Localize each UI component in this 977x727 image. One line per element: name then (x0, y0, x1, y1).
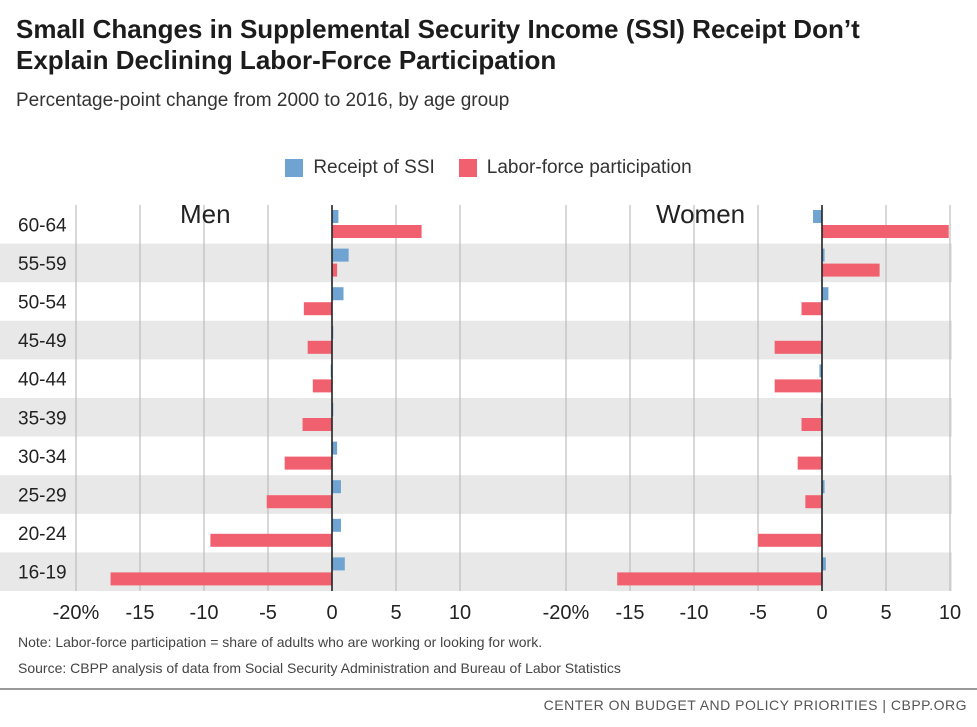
legend-item-lfp: Labor-force participation (458, 157, 692, 179)
bar-ssi (332, 287, 344, 301)
bar-lfp (774, 340, 822, 354)
legend: Receipt of SSI Labor-force participation (0, 155, 977, 181)
x-tick-label: -15 (616, 602, 645, 624)
bar-lfp (307, 340, 332, 354)
bar-lfp (284, 456, 332, 470)
panel-label: Men (180, 199, 231, 229)
x-tick-label: 0 (816, 602, 827, 624)
x-tick-label: -5 (749, 602, 767, 624)
bar-ssi (332, 557, 345, 571)
legend-label-ssi: Receipt of SSI (313, 157, 435, 178)
x-tick-label: 10 (449, 602, 471, 624)
bar-lfp (822, 225, 949, 238)
category-label: 16-19 (18, 563, 67, 584)
bar-lfp (312, 379, 332, 393)
x-tick-label: 5 (390, 602, 401, 624)
bar-ssi (822, 480, 825, 494)
category-label: 30-34 (18, 447, 67, 468)
bar-lfp (797, 456, 822, 470)
bar-lfp (822, 263, 880, 277)
bar-lfp (332, 263, 338, 277)
bar-lfp (617, 572, 822, 586)
bar-ssi (332, 441, 338, 455)
bar-lfp (801, 418, 822, 431)
bar-lfp (266, 495, 332, 509)
bar-lfp (110, 572, 332, 586)
bar-ssi (822, 248, 825, 262)
category-label: 40-44 (18, 370, 67, 391)
x-tick-label: -10 (190, 602, 219, 624)
chart-subtitle: Percentage-point change from 2000 to 201… (16, 90, 510, 111)
panel-label: Women (656, 199, 745, 229)
category-label: 55-59 (18, 254, 67, 275)
row-band (0, 398, 952, 437)
bar-ssi (813, 210, 822, 223)
bar-lfp (774, 379, 822, 393)
bar-ssi (332, 480, 341, 494)
legend-swatch-lfp (458, 159, 477, 177)
bar-lfp (332, 225, 422, 238)
chart-svg: 60-64 55-59 50-54 45-49 40-44 35-39 30-34 25-29… (0, 199, 961, 624)
bar-ssi (822, 287, 829, 301)
category-label: 45-49 (18, 331, 67, 352)
footer-divider (0, 688, 977, 690)
bar-ssi (819, 364, 822, 378)
category-label: 20-24 (18, 524, 67, 545)
x-tick-label: -20% (543, 602, 590, 624)
category-label: 50-54 (18, 293, 67, 314)
x-tick-label: 0 (326, 602, 337, 624)
x-tick-label: 5 (880, 602, 891, 624)
x-tick-label: -15 (126, 602, 155, 624)
bar-lfp (302, 418, 332, 431)
x-tick-label: -5 (259, 602, 277, 624)
bar-lfp (805, 495, 822, 509)
x-tick-label: 10 (939, 602, 961, 624)
chart-note: Note: Labor-force participation = share … (18, 634, 543, 650)
chart-source: Source: CBPP analysis of data from Socia… (18, 660, 621, 676)
legend-label-lfp: Labor-force participation (486, 157, 692, 178)
category-label: 60-64 (18, 215, 67, 236)
x-tick-label: -10 (680, 602, 709, 624)
bar-ssi (822, 557, 826, 571)
bar-ssi (332, 518, 341, 532)
row-band (0, 243, 952, 283)
x-tick-label: -20% (53, 602, 100, 624)
bar-ssi (332, 210, 339, 223)
legend-item-ssi: Receipt of SSI (285, 157, 435, 179)
row-band (0, 475, 952, 514)
bar-ssi (332, 248, 349, 262)
category-label: 35-39 (18, 408, 67, 429)
bar-lfp (758, 533, 822, 547)
legend-swatch-ssi (285, 159, 304, 177)
bar-lfp (303, 302, 332, 316)
footer-credit: CENTER ON BUDGET AND POLICY PRIORITIES |… (543, 697, 967, 713)
category-label: 25-29 (18, 486, 67, 507)
bar-lfp (210, 533, 332, 547)
bar-lfp (801, 302, 822, 316)
chart-title: Small Changes in Supplemental Security I… (16, 14, 860, 75)
